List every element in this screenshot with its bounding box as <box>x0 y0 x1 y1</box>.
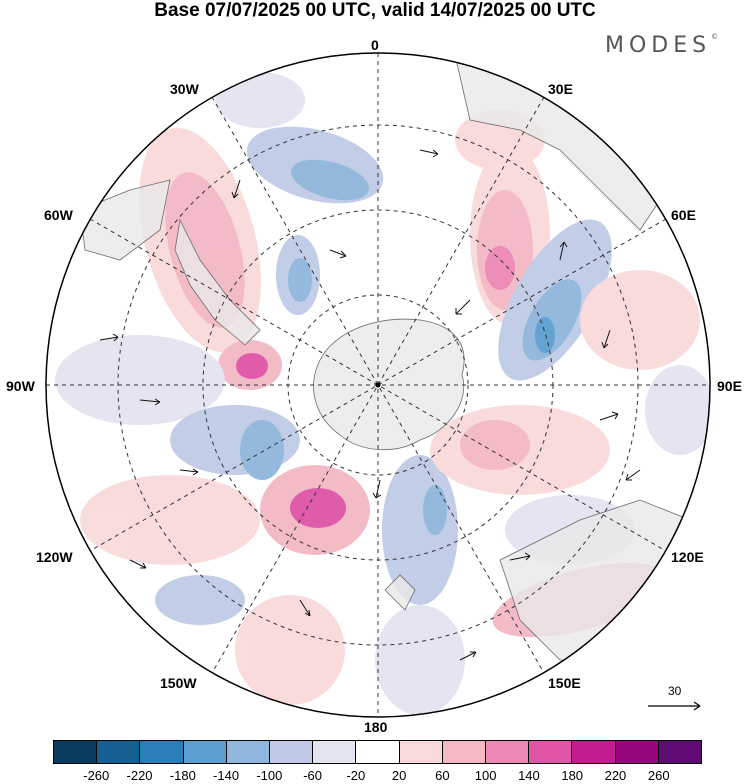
colorbar-cell <box>183 741 227 763</box>
lon-label-30w: 30W <box>170 81 199 97</box>
lon-label-90e: 90E <box>717 378 742 394</box>
lon-label-120e: 120E <box>671 549 704 565</box>
map-boundary <box>45 52 711 718</box>
colorbar-tick-label: -60 <box>303 768 322 783</box>
colorbar-cell <box>226 741 271 763</box>
lon-label-150e: 150E <box>548 675 581 691</box>
lon-label-90w: 90W <box>6 378 35 394</box>
colorbar-tick-label: -220 <box>126 768 153 783</box>
colorbar-tick-label: -260 <box>83 768 110 783</box>
colorbar-cell <box>572 741 616 763</box>
colorbar-cell <box>356 741 400 763</box>
colorbar-tick-label: 100 <box>474 768 497 783</box>
brand-logo: MODES© <box>605 33 719 58</box>
lon-label-30e: 30E <box>548 81 573 97</box>
colorbar-tick-label: 20 <box>391 768 407 783</box>
arrow-right-icon <box>648 701 701 711</box>
colorbar-ticks: -260 -220 -180 -140 -100 -60 -20 20 60 100 140 180 2… <box>0 768 750 784</box>
colorbar-tick-label: 180 <box>561 768 584 783</box>
colorbar <box>53 740 702 764</box>
map-title: Base 07/07/2025 00 UTC, valid 14/07/2025… <box>154 0 596 21</box>
colorbar-cell <box>270 741 314 763</box>
colorbar-cell <box>97 741 141 763</box>
colorbar-tick-label: -20 <box>346 768 366 783</box>
colorbar-tick-label: -100 <box>256 768 283 783</box>
colorbar-cell <box>54 741 98 763</box>
colorbar-cell <box>313 741 357 763</box>
lon-label-180: 180 <box>364 719 388 735</box>
colorbar-tick-label: 140 <box>518 768 540 783</box>
map-field <box>46 53 710 717</box>
colorbar-tick-label: 220 <box>604 768 627 783</box>
lon-label-60w: 60W <box>44 207 73 223</box>
colorbar-tick-label: -140 <box>213 768 240 783</box>
pole-marker <box>375 382 381 388</box>
lon-label-60e: 60E <box>671 207 696 223</box>
lon-label-150w: 150W <box>160 675 197 691</box>
colorbar-cell <box>486 741 530 763</box>
colorbar-cell <box>529 741 573 763</box>
colorbar-tick-label: -180 <box>169 768 196 783</box>
colorbar-tick-label: 260 <box>647 768 670 783</box>
colorbar-cell <box>658 741 702 763</box>
lon-label-0: 0 <box>371 37 379 53</box>
colorbar-cell <box>140 741 184 763</box>
colorbar-cell <box>442 741 487 763</box>
colorbar-cell <box>615 741 659 763</box>
lon-label-120w: 120W <box>36 549 73 565</box>
colorbar-tick-label: 60 <box>435 768 450 783</box>
colorbar-cell <box>399 741 443 763</box>
reference-vector-label: 30 <box>668 684 682 698</box>
polar-map <box>45 52 711 718</box>
